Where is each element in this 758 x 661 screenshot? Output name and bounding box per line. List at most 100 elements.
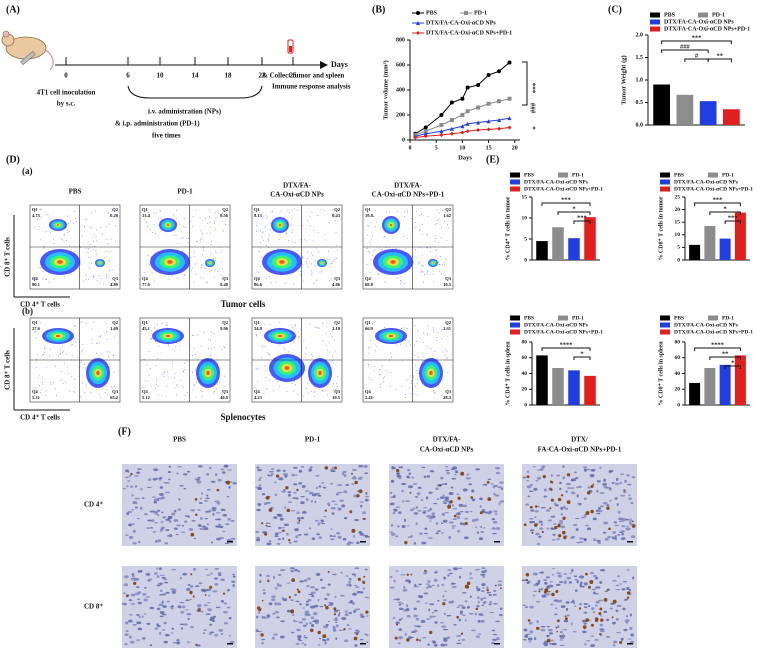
nucleus — [419, 532, 423, 535]
event-dot — [98, 342, 100, 344]
event-dot — [107, 243, 109, 245]
nucleus — [541, 594, 547, 598]
quadrant-percent: 0.20 — [110, 213, 119, 218]
event-dot — [150, 337, 152, 339]
nucleus — [591, 473, 594, 476]
nucleus — [445, 469, 450, 472]
x-tick-label: 10 — [459, 145, 465, 151]
event-dot — [267, 387, 269, 389]
event-dot — [74, 210, 76, 212]
nucleus — [559, 636, 565, 640]
event-dot — [106, 338, 108, 340]
event-dot — [411, 380, 413, 382]
event-dot — [379, 369, 381, 371]
nucleus — [583, 582, 588, 586]
quadrant-percent: 2.31 — [443, 326, 452, 331]
nucleus — [451, 582, 455, 585]
nucleus — [475, 526, 478, 529]
nucleus — [526, 480, 530, 482]
event-dot — [301, 225, 303, 227]
quadrant-name: Q1 — [365, 207, 372, 212]
nucleus — [540, 506, 546, 509]
event-dot — [196, 240, 198, 242]
nucleus — [398, 618, 402, 621]
nucleus — [121, 602, 127, 606]
stained-cell — [542, 475, 546, 479]
event-dot — [219, 381, 221, 383]
event-dot — [215, 217, 217, 219]
nucleus — [156, 624, 161, 628]
event-dot — [383, 377, 385, 379]
nucleus — [585, 640, 591, 642]
nucleus — [461, 606, 466, 609]
nucleus — [480, 597, 483, 601]
nucleus — [145, 596, 151, 598]
nucleus — [475, 468, 481, 471]
nucleus — [442, 637, 448, 640]
nucleus — [227, 588, 230, 592]
event-dot — [381, 365, 383, 367]
nucleus — [159, 589, 163, 593]
nucleus — [627, 483, 632, 486]
stained-cell — [560, 494, 564, 497]
scale-bar — [627, 643, 633, 645]
nucleus — [274, 586, 278, 590]
event-dot — [447, 335, 449, 337]
event-dot — [426, 233, 428, 235]
nucleus — [448, 600, 454, 603]
stained-cell — [566, 500, 571, 505]
nucleus — [302, 624, 307, 627]
nucleus — [481, 570, 487, 573]
data-point — [465, 121, 470, 126]
nucleus — [210, 480, 216, 483]
event-dot — [106, 331, 108, 333]
panel-label: (D) — [6, 154, 20, 165]
nucleus — [579, 541, 584, 543]
column-title: FA-CA-Oxi-αCD NPs+PD-1 — [538, 446, 622, 454]
event-dot — [166, 385, 168, 387]
nucleus — [295, 600, 300, 603]
event-dot — [84, 226, 86, 228]
nucleus — [573, 575, 578, 578]
event-dot — [64, 233, 66, 235]
event-dot — [262, 216, 264, 218]
nucleus — [482, 597, 487, 600]
quadrant-name: Q3 — [112, 276, 119, 281]
nucleus — [123, 583, 129, 587]
stained-cell — [523, 523, 527, 527]
event-dot — [302, 256, 304, 258]
event-dot — [89, 256, 91, 258]
event-dot — [381, 248, 383, 250]
nucleus — [232, 482, 237, 485]
nucleus — [184, 515, 189, 517]
event-dot — [68, 223, 70, 225]
event-dot — [46, 366, 48, 368]
nucleus — [128, 635, 132, 639]
data-point — [465, 129, 470, 134]
nucleus — [201, 492, 204, 495]
stained-cell — [325, 605, 329, 610]
nucleus — [306, 577, 311, 581]
event-dot — [95, 254, 97, 256]
nucleus — [604, 538, 609, 541]
nucleus — [159, 492, 165, 496]
nucleus — [282, 488, 286, 491]
data-point — [460, 96, 465, 101]
nucleus — [147, 578, 153, 581]
event-dot — [268, 247, 270, 249]
nucleus — [188, 527, 194, 532]
event-dot — [277, 381, 279, 383]
nucleus — [566, 576, 572, 580]
event-dot — [408, 340, 410, 342]
nucleus — [263, 502, 268, 506]
event-dot — [148, 263, 150, 265]
event-dot — [426, 271, 428, 273]
nucleus — [592, 517, 597, 521]
event-dot — [201, 391, 203, 393]
event-dot — [191, 267, 193, 269]
panel-label: (b) — [22, 306, 33, 316]
event-dot — [38, 229, 40, 231]
event-dot — [336, 386, 338, 388]
stained-cell — [343, 628, 346, 631]
nucleus — [204, 568, 209, 570]
